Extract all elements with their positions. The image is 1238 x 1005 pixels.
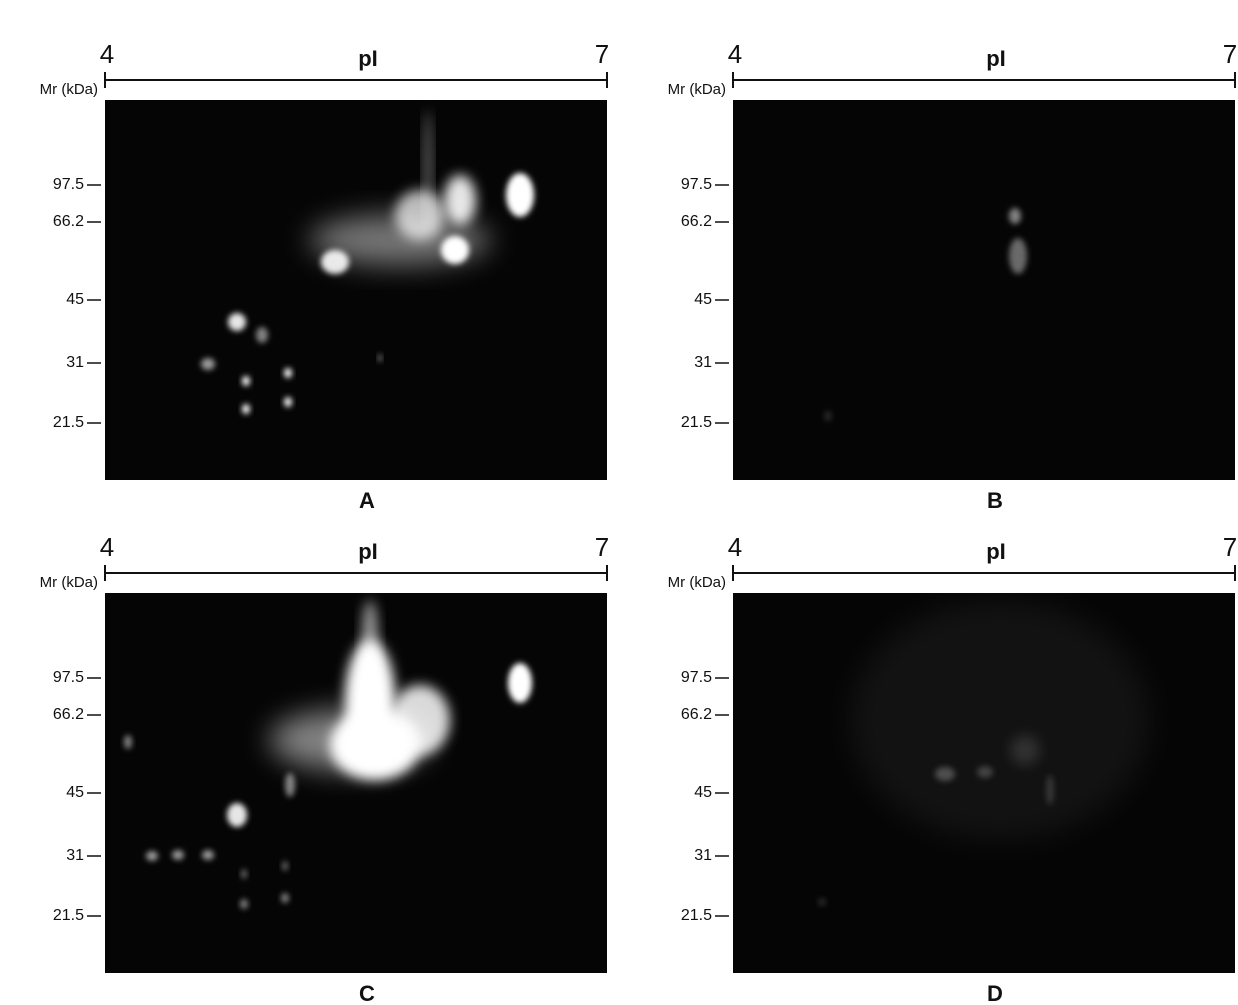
gel-spot [281, 893, 289, 903]
pi-end: 7 [1223, 532, 1237, 562]
gel-spots [201, 110, 534, 414]
pi-label: pI [986, 46, 1006, 71]
pi-label: pI [358, 46, 378, 71]
mr-marker-label: 21.5 [53, 414, 84, 431]
pi-start: 4 [728, 532, 742, 562]
mr-marker-label: 45 [66, 291, 84, 308]
gel-spot [282, 861, 288, 871]
gel-spot [284, 397, 292, 407]
mr-label: Mr (kDa) [668, 574, 726, 591]
mr-marker-label: 97.5 [53, 669, 84, 686]
gel-panel: 4 7 pI Mr (kDa) 97.5 66.2 45 31 21.5 A [40, 39, 610, 513]
pi-label: pI [358, 539, 378, 564]
gel-spot [241, 869, 247, 879]
gel-spot [201, 358, 215, 370]
gel-spots [824, 208, 1027, 421]
gel-spot [240, 899, 248, 909]
gel-spot [172, 850, 184, 860]
gel-spot [256, 327, 268, 343]
mr-marker-label: 66.2 [53, 706, 84, 723]
gel-spots [818, 600, 1150, 906]
gel-spot [242, 404, 250, 414]
mr-label: Mr (kDa) [40, 574, 98, 591]
gel-spot [146, 851, 158, 861]
gel-panel: 4 7 pI Mr (kDa) 97.5 66.2 45 31 21.5 D [668, 532, 1238, 1005]
pi-end: 7 [595, 532, 609, 562]
pi-start: 4 [100, 532, 114, 562]
gel-spot [228, 313, 246, 331]
gel-spot [242, 376, 250, 386]
panel-label: C [359, 981, 375, 1005]
gel-spot [310, 215, 490, 265]
pi-label: pI [986, 539, 1006, 564]
gel-spot [378, 354, 382, 362]
gel-image [105, 100, 607, 480]
gel-spot [285, 773, 295, 797]
gel-panel: 4 7 pI Mr (kDa) 97.5 66.2 45 31 21.5 B [668, 39, 1238, 513]
gel-spot [508, 663, 532, 703]
gel-spot [362, 600, 378, 680]
gel-spot [444, 175, 476, 225]
mr-marker-label: 97.5 [681, 176, 712, 193]
gel-spot [850, 600, 1150, 840]
gel-spot [818, 898, 826, 906]
mr-marker-label: 66.2 [681, 706, 712, 723]
mr-marker-label: 97.5 [53, 176, 84, 193]
pi-end: 7 [1223, 39, 1237, 69]
gel-spot [227, 803, 247, 827]
gel-spot [202, 850, 214, 860]
gel-spot [506, 173, 534, 217]
mr-marker-label: 21.5 [681, 907, 712, 924]
gel-spot [284, 368, 292, 378]
pi-end: 7 [595, 39, 609, 69]
mr-marker-label: 97.5 [681, 669, 712, 686]
mr-marker-label: 31 [66, 847, 84, 864]
mr-marker-label: 45 [694, 784, 712, 801]
mr-marker-label: 31 [694, 354, 712, 371]
gel-spot [424, 110, 432, 230]
gel-spot [824, 411, 832, 421]
gel-spot [270, 710, 430, 770]
mr-marker-label: 31 [694, 847, 712, 864]
mr-marker-label: 45 [66, 784, 84, 801]
mr-marker-label: 45 [694, 291, 712, 308]
mr-marker-label: 31 [66, 354, 84, 371]
mr-marker-label: 66.2 [681, 213, 712, 230]
mr-marker-label: 21.5 [681, 414, 712, 431]
panel-label: A [359, 488, 375, 513]
gel-spot [124, 735, 132, 749]
gel-spot [1009, 238, 1027, 274]
gel-panel: 4 7 pI Mr (kDa) 97.5 66.2 45 31 21.5 C [40, 532, 610, 1005]
gel-spot [1009, 208, 1021, 224]
panel-label: D [987, 981, 1003, 1005]
mr-label: Mr (kDa) [40, 81, 98, 98]
panel-label: B [987, 488, 1003, 513]
mr-marker-label: 21.5 [53, 907, 84, 924]
pi-start: 4 [728, 39, 742, 69]
mr-marker-label: 66.2 [53, 213, 84, 230]
gel-image [105, 593, 607, 973]
pi-start: 4 [100, 39, 114, 69]
gel-spots [124, 600, 532, 909]
mr-label: Mr (kDa) [668, 81, 726, 98]
gel-image [733, 100, 1235, 480]
